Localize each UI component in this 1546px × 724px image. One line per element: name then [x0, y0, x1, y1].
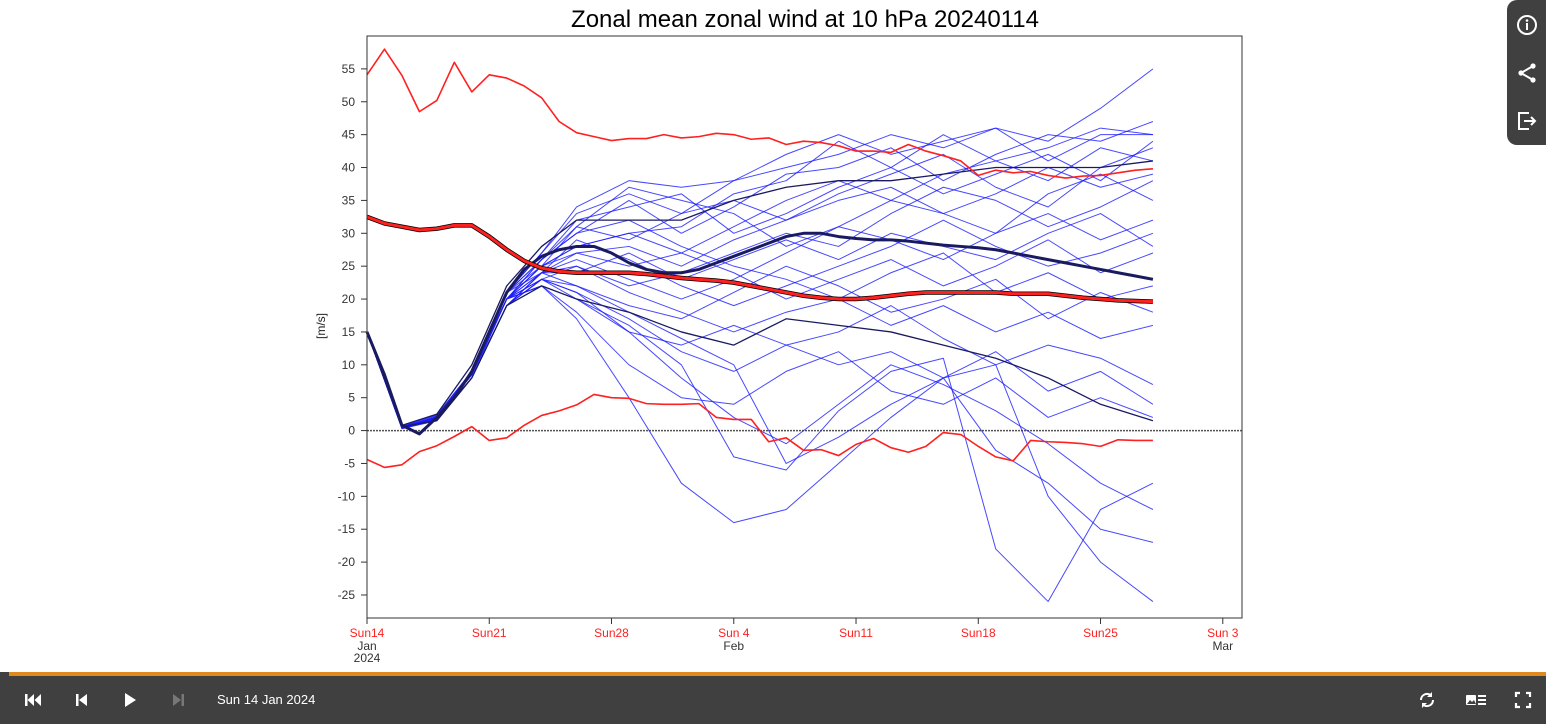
x-tick-label: Sun18: [961, 626, 996, 640]
x-tick-label: Sun28: [594, 626, 629, 640]
climatology-mean-line: [366, 215, 1153, 304]
y-tick-label: 30: [342, 226, 356, 240]
y-tick-label: 0: [348, 424, 355, 438]
x-tick-label: Sun 4: [718, 626, 750, 640]
x-tick-label: Sun11: [839, 626, 873, 640]
y-tick-label: -15: [338, 522, 356, 536]
legend-toggle-icon[interactable]: [1465, 690, 1487, 710]
loop-icon[interactable]: [1417, 690, 1437, 710]
side-toolbar: [1507, 0, 1546, 145]
player-control-bar: [0, 672, 1546, 724]
x-tick-label: Sun14: [350, 626, 385, 640]
x-tick-label: Sun25: [1083, 626, 1118, 640]
y-tick-label: 15: [342, 325, 356, 339]
ensemble-member-line: [366, 180, 1154, 427]
ensemble-member-line: [366, 239, 1154, 428]
x-tick-sublabel: Jan: [357, 639, 376, 653]
y-tick-label: 25: [342, 259, 356, 273]
ensemble-member-line: [366, 278, 1154, 429]
chart-title: Zonal mean zonal wind at 10 hPa 20240114: [571, 6, 1039, 33]
y-tick-label: -5: [344, 456, 355, 470]
play-icon[interactable]: [120, 690, 140, 710]
climatology-max-line: [366, 48, 1153, 179]
y-tick-label: 5: [348, 391, 355, 405]
current-date: Sun 14 Jan 2024: [217, 692, 316, 707]
share-icon[interactable]: [1515, 61, 1539, 85]
step-forward-icon[interactable]: [168, 690, 188, 710]
x-tick-sublabel: Feb: [723, 639, 744, 653]
ensemble-member-line: [366, 219, 1154, 430]
skip-to-start-icon[interactable]: [23, 690, 43, 710]
ensemble-member-line: [366, 219, 1154, 428]
y-tick-label: 35: [342, 193, 356, 207]
axes: 5550454035302520151050-5-10-15-20-25Sun1…: [338, 35, 1243, 665]
progress-bar[interactable]: [9, 672, 1546, 676]
y-tick-label: -25: [338, 588, 356, 602]
plot-area: [365, 48, 1242, 603]
x-tick-sublabel: Mar: [1212, 639, 1233, 653]
ensemble-mean-line: [365, 231, 1154, 436]
x-tick-label: Sun 3: [1207, 626, 1239, 640]
x-tick-label: Sun21: [472, 626, 507, 640]
y-tick-label: 10: [342, 358, 356, 372]
ensemble-lower-line: [366, 285, 1154, 428]
y-tick-label: 20: [342, 292, 356, 306]
y-tick-label: -20: [338, 555, 356, 569]
ensemble-upper-line: [366, 160, 1154, 426]
x-tick-sublabel: 2024: [354, 651, 381, 665]
ensemble-member-line: [366, 285, 1154, 428]
ensemble-member-line: [366, 173, 1154, 428]
climatology-min-line: [366, 393, 1153, 469]
info-icon[interactable]: [1515, 13, 1539, 37]
plot-frame: [366, 35, 1243, 619]
export-icon[interactable]: [1515, 109, 1539, 133]
chart: Zonal mean zonal wind at 10 hPa 20240114…: [314, 6, 1243, 665]
y-tick-label: -10: [338, 489, 356, 503]
step-back-icon[interactable]: [72, 690, 92, 710]
ensemble-member-line: [366, 285, 1154, 428]
y-tick-label: 50: [342, 95, 356, 109]
y-tick-label: 45: [342, 128, 356, 142]
y-axis-label: [m/s]: [314, 313, 328, 339]
ensemble-member-line: [366, 140, 1154, 429]
y-tick-label: 40: [342, 161, 356, 175]
fullscreen-icon[interactable]: [1513, 690, 1533, 710]
y-tick-label: 55: [342, 62, 356, 76]
